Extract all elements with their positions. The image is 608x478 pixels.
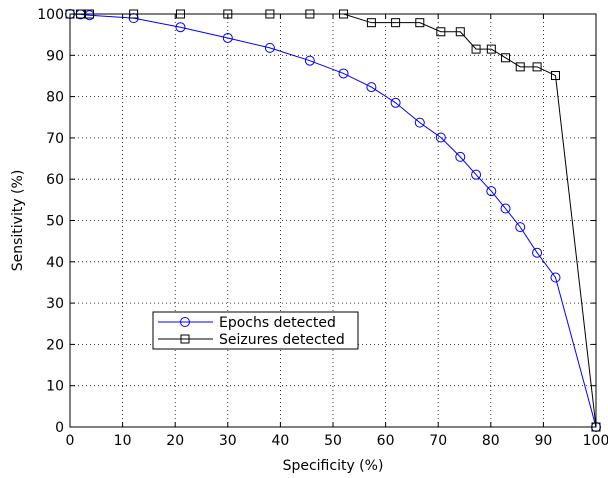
legend-marker-epochs bbox=[180, 317, 190, 327]
data-point bbox=[175, 9, 185, 19]
data-point bbox=[515, 222, 526, 233]
plot-area-frame bbox=[69, 13, 597, 428]
data-point bbox=[265, 9, 275, 19]
data-point bbox=[532, 62, 542, 72]
y-tick-label: 100 bbox=[37, 7, 64, 23]
x-tick-label: 70 bbox=[429, 433, 447, 449]
x-tick-label: 20 bbox=[166, 433, 184, 449]
y-tick-label: 30 bbox=[46, 296, 64, 312]
y-tick-label: 70 bbox=[46, 131, 64, 147]
data-point bbox=[84, 9, 94, 19]
data-point bbox=[486, 44, 496, 54]
y-axis-label: Sensitivity (%) bbox=[10, 170, 26, 272]
data-point bbox=[366, 18, 376, 28]
y-tick-label: 90 bbox=[46, 48, 64, 64]
x-tick-label: 0 bbox=[66, 433, 75, 449]
data-point bbox=[455, 151, 466, 162]
data-point bbox=[591, 422, 601, 432]
grid bbox=[70, 14, 596, 427]
data-point bbox=[366, 82, 377, 93]
y-tick-label: 50 bbox=[46, 214, 64, 230]
y-tick-label: 10 bbox=[46, 379, 64, 395]
data-point bbox=[550, 71, 560, 81]
data-point bbox=[471, 169, 482, 180]
series-line bbox=[70, 13, 597, 428]
x-tick-label: 30 bbox=[219, 433, 237, 449]
data-point bbox=[436, 27, 446, 37]
series-group bbox=[65, 9, 601, 432]
x-tick-label: 40 bbox=[271, 433, 289, 449]
x-tick-label: 80 bbox=[482, 433, 500, 449]
data-point bbox=[550, 272, 561, 283]
legend-marker-seizures bbox=[180, 334, 190, 344]
x-tick-label: 60 bbox=[377, 433, 395, 449]
data-point bbox=[175, 22, 186, 33]
data-point bbox=[415, 18, 425, 28]
x-tick-label: 90 bbox=[534, 433, 552, 449]
x-tick-label: 10 bbox=[114, 433, 132, 449]
data-point bbox=[390, 97, 401, 108]
y-tick-label: 20 bbox=[46, 337, 64, 353]
data-point bbox=[532, 247, 543, 258]
data-point bbox=[471, 44, 481, 54]
data-point bbox=[222, 32, 233, 43]
data-point bbox=[391, 18, 401, 28]
data-point bbox=[65, 9, 75, 19]
data-point bbox=[264, 42, 275, 53]
y-tick-label: 40 bbox=[46, 255, 64, 271]
data-point bbox=[223, 9, 233, 19]
data-point bbox=[304, 55, 315, 66]
data-point bbox=[455, 27, 465, 37]
data-point bbox=[414, 117, 425, 128]
data-point bbox=[500, 203, 511, 214]
y-tick-label: 0 bbox=[55, 420, 64, 436]
legend-label-seizures: Seizures detected bbox=[219, 332, 345, 348]
data-point bbox=[129, 9, 139, 19]
y-tick-label: 60 bbox=[46, 172, 64, 188]
series-line bbox=[69, 13, 597, 428]
data-point bbox=[486, 186, 497, 197]
data-point bbox=[76, 9, 86, 19]
series-seizures bbox=[65, 9, 601, 432]
data-point bbox=[305, 9, 315, 19]
data-point bbox=[338, 68, 349, 79]
y-tick-label: 80 bbox=[46, 90, 64, 106]
data-point bbox=[501, 53, 511, 63]
x-tick-label: 50 bbox=[324, 433, 342, 449]
axis-ticks: 0 10 20 30 40 50 60 70 80 90 100 0 10 20 30 40 50 60 70 80 9… bbox=[37, 7, 608, 449]
x-tick-label: 100 bbox=[583, 433, 608, 449]
legend-label-epochs: Epochs detected bbox=[219, 315, 336, 331]
data-point bbox=[435, 132, 446, 143]
data-point bbox=[515, 62, 525, 72]
legend: Epochs detected Seizures detected bbox=[152, 311, 359, 350]
data-point bbox=[339, 9, 349, 19]
series-epochs bbox=[65, 9, 601, 432]
x-axis-label: Specificity (%) bbox=[283, 458, 384, 474]
